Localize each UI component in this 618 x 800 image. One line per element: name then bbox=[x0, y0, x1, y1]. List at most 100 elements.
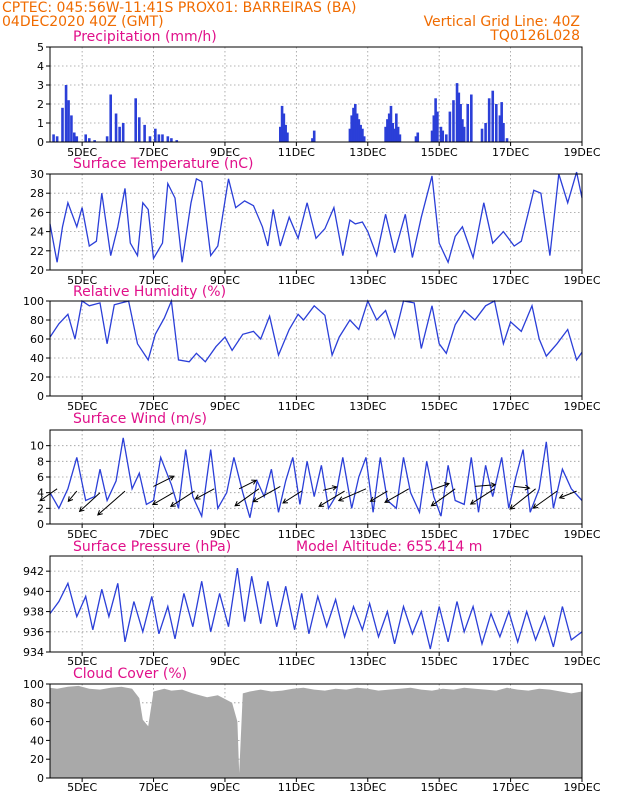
cloud-cover-ytick-label: 40 bbox=[30, 734, 44, 747]
wind-ytick-label: 8 bbox=[37, 455, 44, 468]
wind-vector-arrow bbox=[252, 485, 281, 503]
pressure-title: Surface Pressure (hPa) bbox=[73, 539, 231, 555]
header-grid-line: Vertical Grid Line: 40Z bbox=[424, 14, 580, 30]
pressure-line bbox=[49, 568, 583, 650]
precipitation-bar bbox=[461, 119, 464, 142]
pressure-xtick-label: 11DEC bbox=[278, 655, 315, 668]
pressure-ytick-label: 940 bbox=[23, 585, 44, 598]
precipitation-bar bbox=[64, 85, 68, 142]
wind-ytick-label: 2 bbox=[37, 502, 44, 515]
precipitation-bar bbox=[398, 134, 402, 142]
precipitation-bar bbox=[170, 138, 173, 142]
header-model: TQ0126L028 bbox=[489, 28, 580, 44]
temperature-line bbox=[49, 171, 583, 265]
precipitation-bar bbox=[361, 128, 364, 142]
pressure-xtick-label: 15DEC bbox=[421, 655, 458, 668]
wind-vector-arrow bbox=[39, 488, 58, 502]
cloud-cover-ytick-label: 80 bbox=[30, 697, 44, 710]
humidity-xtick-label: 11DEC bbox=[278, 400, 315, 413]
wind-vector-arrow bbox=[97, 490, 126, 516]
precipitation-bar bbox=[470, 94, 473, 142]
precipitation-bar bbox=[357, 119, 361, 142]
humidity-xtick-label: 5DEC bbox=[67, 400, 97, 413]
precipitation-bar bbox=[355, 113, 359, 142]
precipitation-xtick-label: 9DEC bbox=[210, 146, 240, 159]
temperature-xtick-label: 17DEC bbox=[492, 274, 529, 287]
wind-vector-arrow bbox=[469, 488, 495, 505]
precipitation-bar bbox=[311, 138, 314, 142]
precipitation-bar bbox=[121, 123, 125, 142]
wind-vector-arrow bbox=[384, 488, 410, 503]
wind-vector-arrow bbox=[78, 492, 101, 513]
temperature-ytick-label: 20 bbox=[30, 264, 44, 277]
humidity-ytick-label: 40 bbox=[30, 352, 44, 365]
precipitation-bar bbox=[286, 132, 289, 142]
precipitation-ytick-label: 2 bbox=[37, 98, 44, 111]
precipitation-bar bbox=[352, 107, 355, 142]
precipitation-panel: Precipitation (mm/h) 0 1 2 3 4 5 5DEC 7DEC 9DEC 11… bbox=[37, 29, 601, 159]
humidity-ytick-label: 0 bbox=[37, 390, 44, 403]
humidity-xtick-label: 7DEC bbox=[138, 400, 168, 413]
cloud-cover-ytick-label: 100 bbox=[23, 678, 44, 691]
cloud-cover-ytick-label: 0 bbox=[37, 772, 44, 785]
precipitation-bar bbox=[480, 128, 484, 142]
temperature-xtick-label: 19DEC bbox=[563, 274, 600, 287]
temperature-xtick-label: 11DEC bbox=[278, 274, 315, 287]
cloud-cover-xtick-label: 19DEC bbox=[563, 781, 600, 794]
temperature-ytick-label: 30 bbox=[30, 168, 44, 181]
precipitation-bar bbox=[391, 123, 395, 142]
cloud-cover-area bbox=[50, 685, 582, 778]
precipitation-bar bbox=[448, 111, 452, 142]
precipitation-bar bbox=[436, 111, 439, 142]
humidity-panel: Relative Humidity (%) 0 20 40 60 80 100 5DEC 7DE… bbox=[23, 284, 601, 413]
wind-xtick-label: 19DEC bbox=[563, 528, 600, 541]
temperature-xtick-label: 15DEC bbox=[421, 274, 458, 287]
pressure-ytick-label: 934 bbox=[23, 646, 44, 659]
precipitation-bar bbox=[75, 136, 79, 142]
pressure-xtick-label: 19DEC bbox=[563, 655, 600, 668]
wind-vector-arrow bbox=[234, 488, 260, 507]
precipitation-bar bbox=[154, 128, 157, 142]
precipitation-xtick-label: 7DEC bbox=[138, 146, 168, 159]
humidity-ytick-label: 20 bbox=[30, 371, 44, 384]
temperature-ytick-label: 28 bbox=[30, 187, 44, 200]
wind-xtick-label: 9DEC bbox=[210, 528, 240, 541]
precipitation-bar bbox=[143, 124, 146, 142]
precipitation-bar bbox=[87, 138, 91, 142]
humidity-ytick-label: 80 bbox=[30, 314, 44, 327]
precipitation-bar bbox=[350, 115, 354, 142]
precipitation-bar bbox=[414, 136, 418, 142]
precipitation-bar bbox=[462, 126, 466, 142]
pressure-xtick-label: 5DEC bbox=[67, 655, 97, 668]
precipitation-bar bbox=[278, 126, 282, 142]
precipitation-bar bbox=[430, 130, 434, 142]
precipitation-xtick-label: 15DEC bbox=[421, 146, 458, 159]
precipitation-bar bbox=[175, 140, 179, 142]
precipitation-bar bbox=[466, 104, 470, 142]
precipitation-bar bbox=[157, 134, 161, 142]
precipitation-bar bbox=[67, 100, 70, 142]
humidity-ytick-label: 60 bbox=[30, 333, 44, 346]
precipitation-bar bbox=[498, 115, 502, 142]
cloud-cover-panel: Cloud Cover (%) 0 20 40 60 80 100 5DEC 7DEC 9DEC 1… bbox=[23, 666, 601, 794]
precipitation-xtick-label: 19DEC bbox=[563, 146, 600, 159]
wind-ytick-label: 10 bbox=[30, 440, 44, 453]
humidity-ytick-label: 100 bbox=[23, 295, 44, 308]
cloud-cover-xtick-label: 13DEC bbox=[349, 781, 386, 794]
precipitation-bar bbox=[459, 104, 462, 142]
precipitation-bar bbox=[137, 117, 141, 142]
precipitation-bar bbox=[386, 119, 389, 142]
precipitation-bar bbox=[148, 136, 152, 142]
wind-xtick-label: 15DEC bbox=[421, 528, 458, 541]
pressure-xtick-label: 7DEC bbox=[138, 655, 168, 668]
precipitation-bar bbox=[105, 136, 109, 142]
precipitation-bar bbox=[439, 126, 443, 142]
wind-vector-arrow bbox=[169, 490, 195, 507]
precipitation-bar bbox=[161, 134, 164, 142]
wind-line bbox=[49, 437, 583, 519]
humidity-xtick-label: 17DEC bbox=[492, 400, 529, 413]
precipitation-bar bbox=[393, 128, 396, 142]
precipitation-xtick-label: 13DEC bbox=[349, 146, 386, 159]
cloud-cover-xtick-label: 7DEC bbox=[138, 781, 168, 794]
precipitation-bar bbox=[487, 98, 491, 142]
